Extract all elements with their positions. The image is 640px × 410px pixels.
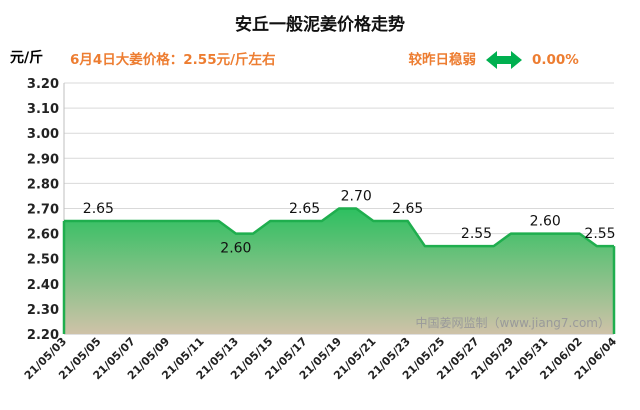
data-label: 2.60 [220,241,251,257]
data-label: 2.70 [341,189,372,205]
double-arrow-icon [486,51,522,69]
y-tick-label: 2.80 [27,177,59,192]
y-tick-label: 2.60 [27,228,59,243]
y-tick-label: 2.30 [27,303,59,318]
series-area [62,207,616,334]
series-line [64,207,614,248]
data-label: 2.65 [392,201,423,217]
change-value: 0.00% [532,52,579,68]
watermark: 中国姜网监制（www.jiang7.com） [416,315,610,330]
data-label: 2.65 [289,201,320,217]
y-tick-label: 3.00 [27,127,59,142]
series-area-fill [64,208,614,334]
price-note: 6月4日大姜价格：2.55元/斤左右 [70,51,276,68]
data-label: 2.55 [461,226,492,242]
y-tick-label: 2.90 [27,152,59,167]
y-tick-label: 2.40 [27,278,59,293]
y-axis-unit: 元/斤 [10,49,43,66]
y-axis-ticks: 3.20 3.10 3.00 2.90 2.80 2.70 2.60 2.50 2.40 2.30… [27,77,59,343]
y-tick-label: 2.70 [27,203,59,218]
data-label: 2.55 [584,226,615,242]
data-label: 2.65 [83,201,114,217]
data-labels: 2.65 2.60 2.65 2.70 2.65 2.55 2.60 2.55 [83,189,616,257]
change-label: 较昨日稳弱 [409,51,477,68]
y-tick-label: 3.10 [27,102,59,117]
chart-title: 安丘一般泥姜价格走势 [235,14,405,35]
y-tick-label: 2.20 [27,328,59,343]
y-tick-label: 2.50 [27,253,59,268]
y-tick-label: 3.20 [27,77,59,92]
data-label: 2.60 [530,214,561,230]
x-axis-ticks: 21/05/0321/05/0521/05/0721/05/0921/05/11… [22,335,620,383]
